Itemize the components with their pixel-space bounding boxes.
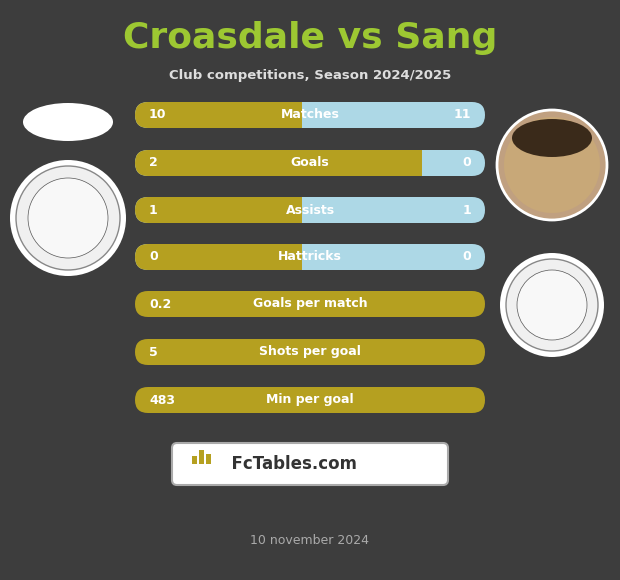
FancyBboxPatch shape bbox=[135, 291, 485, 317]
Ellipse shape bbox=[23, 103, 113, 141]
Text: Assists: Assists bbox=[285, 204, 335, 216]
Polygon shape bbox=[288, 244, 301, 270]
FancyBboxPatch shape bbox=[135, 339, 485, 365]
FancyBboxPatch shape bbox=[135, 102, 485, 128]
Text: 0: 0 bbox=[463, 251, 471, 263]
FancyBboxPatch shape bbox=[135, 197, 485, 223]
Text: 0: 0 bbox=[463, 157, 471, 169]
Polygon shape bbox=[409, 150, 422, 176]
Text: 1: 1 bbox=[149, 204, 157, 216]
Text: Shots per goal: Shots per goal bbox=[259, 346, 361, 358]
Text: Hattricks: Hattricks bbox=[278, 251, 342, 263]
Text: 10: 10 bbox=[149, 108, 167, 121]
Text: 2: 2 bbox=[149, 157, 157, 169]
FancyBboxPatch shape bbox=[135, 150, 422, 176]
Bar bbox=[198, 450, 203, 464]
Text: FcTables.com: FcTables.com bbox=[220, 455, 357, 473]
FancyBboxPatch shape bbox=[135, 102, 301, 128]
Bar bbox=[205, 454, 211, 464]
Circle shape bbox=[16, 166, 120, 270]
Circle shape bbox=[517, 270, 587, 340]
Polygon shape bbox=[288, 197, 301, 223]
Circle shape bbox=[500, 253, 604, 357]
Circle shape bbox=[497, 110, 607, 220]
Circle shape bbox=[28, 178, 108, 258]
Text: Goals per match: Goals per match bbox=[253, 298, 367, 310]
Text: 0: 0 bbox=[149, 251, 157, 263]
Bar bbox=[192, 456, 197, 464]
Text: 1: 1 bbox=[463, 204, 471, 216]
FancyBboxPatch shape bbox=[135, 244, 485, 270]
Circle shape bbox=[504, 117, 600, 213]
Text: 11: 11 bbox=[453, 108, 471, 121]
Text: Goals: Goals bbox=[291, 157, 329, 169]
Text: Min per goal: Min per goal bbox=[266, 393, 354, 407]
Text: Matches: Matches bbox=[281, 108, 339, 121]
FancyBboxPatch shape bbox=[135, 387, 485, 413]
FancyBboxPatch shape bbox=[172, 443, 448, 485]
Text: 10 november 2024: 10 november 2024 bbox=[250, 534, 370, 546]
FancyBboxPatch shape bbox=[135, 197, 301, 223]
Polygon shape bbox=[288, 102, 301, 128]
Text: 5: 5 bbox=[149, 346, 157, 358]
Text: Croasdale vs Sang: Croasdale vs Sang bbox=[123, 21, 497, 55]
FancyBboxPatch shape bbox=[135, 244, 301, 270]
Text: Club competitions, Season 2024/2025: Club competitions, Season 2024/2025 bbox=[169, 68, 451, 82]
Text: 0.2: 0.2 bbox=[149, 298, 171, 310]
Text: 483: 483 bbox=[149, 393, 175, 407]
Ellipse shape bbox=[512, 119, 592, 157]
Circle shape bbox=[10, 160, 126, 276]
Circle shape bbox=[506, 259, 598, 351]
FancyBboxPatch shape bbox=[135, 150, 485, 176]
